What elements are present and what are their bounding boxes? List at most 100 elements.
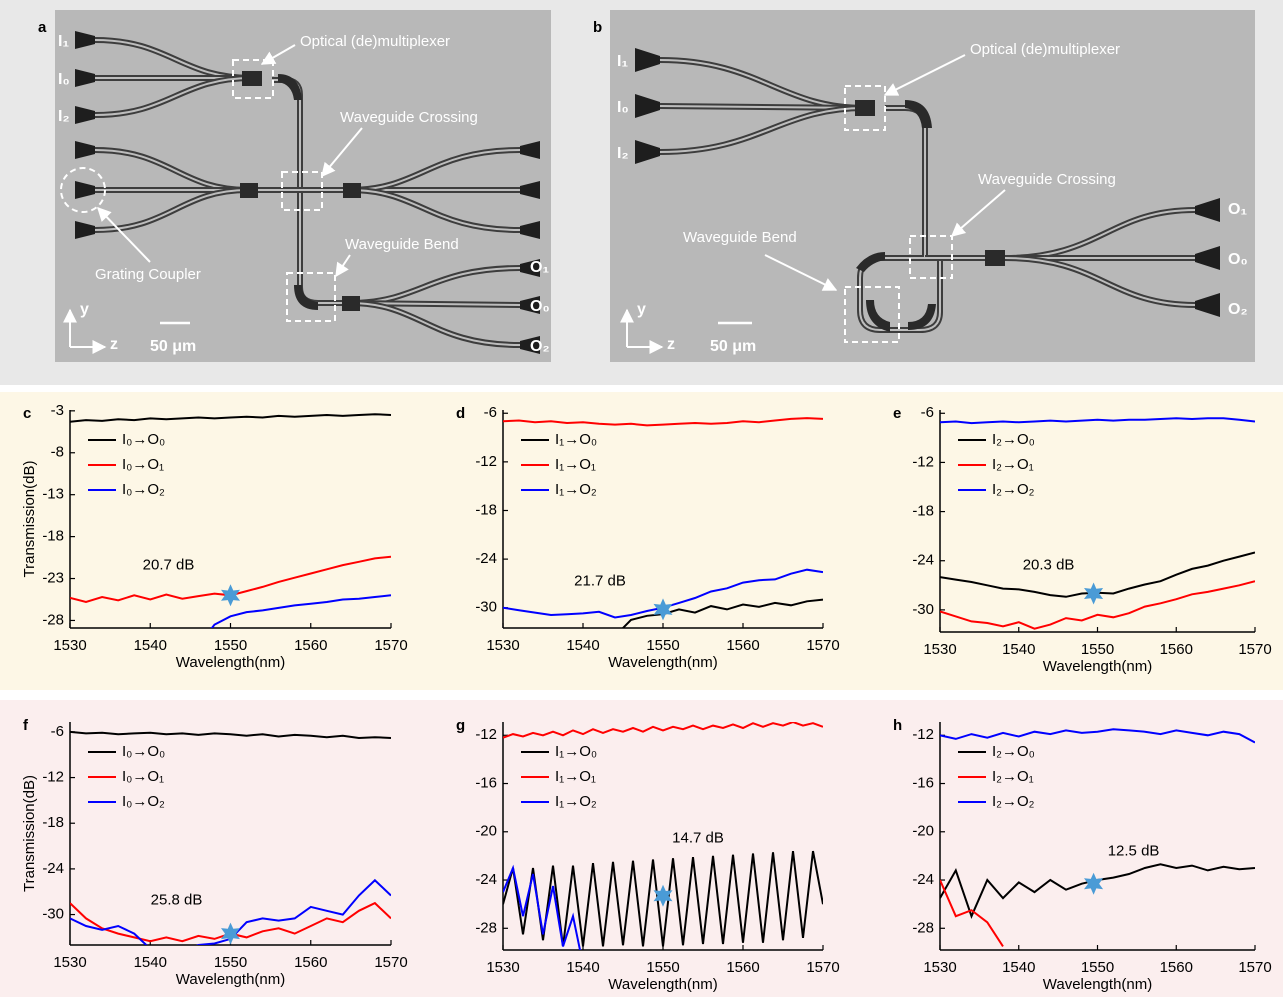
- x-axis-label: Wavelength(nm): [608, 654, 717, 671]
- y-tick-label: -20: [475, 823, 497, 840]
- legend-label: I₀→O₀: [122, 431, 165, 448]
- annotation: 20.7 dB: [143, 556, 195, 573]
- legend-label: I₀→O₀: [122, 743, 165, 760]
- y-tick-label: -24: [475, 550, 497, 567]
- legend-label: I₂→O₂: [992, 793, 1035, 810]
- x-axis-label: Wavelength(nm): [1043, 976, 1152, 993]
- y-axis-label: Transmission(dB): [21, 775, 38, 892]
- annotation: 14.7 dB: [672, 830, 724, 847]
- x-tick-label: 1550: [214, 954, 247, 971]
- port-label: I₂: [58, 108, 70, 125]
- x-tick-label: 1530: [486, 637, 519, 654]
- x-tick-label: 1560: [1160, 959, 1193, 976]
- x-axis-label: Wavelength(nm): [176, 654, 285, 671]
- x-tick-label: 1540: [566, 637, 599, 654]
- x-tick-label: 1560: [726, 637, 759, 654]
- legend-label: I₁→O₁: [555, 768, 596, 785]
- panel-label: c: [23, 405, 31, 422]
- x-tick-label: 1530: [53, 954, 86, 971]
- port-label: I₁: [617, 53, 628, 70]
- x-tick-label: 1560: [1160, 641, 1193, 658]
- legend-label: I₁→O₀: [555, 431, 597, 448]
- y-tick-label: -30: [475, 599, 497, 616]
- y-tick-label: -6: [921, 404, 934, 421]
- y-tick-label: -24: [912, 871, 934, 888]
- x-tick-label: 1530: [923, 641, 956, 658]
- port-label: O₂: [530, 338, 550, 355]
- x-tick-label: 1570: [374, 954, 407, 971]
- panel-label: b: [593, 19, 602, 36]
- x-tick-label: 1570: [1238, 959, 1271, 976]
- multiplexer: [240, 183, 258, 198]
- y-tick-label: -12: [912, 453, 934, 470]
- multiplexer: [985, 250, 1005, 266]
- annotation: Optical (de)multiplexer: [300, 33, 450, 50]
- annotation: 25.8 dB: [151, 892, 203, 909]
- multiplexer: [855, 100, 875, 116]
- x-tick-label: 1540: [566, 959, 599, 976]
- x-tick-label: 1540: [134, 954, 167, 971]
- y-tick-label: -24: [912, 552, 934, 569]
- y-tick-label: -28: [475, 919, 497, 936]
- annotation: Waveguide Bend: [345, 236, 459, 253]
- x-tick-label: 1550: [214, 637, 247, 654]
- port-label: O₁: [1228, 201, 1247, 218]
- y-tick-label: -8: [51, 444, 64, 461]
- axis-label: z: [110, 336, 118, 353]
- x-tick-label: 1530: [923, 959, 956, 976]
- legend-label: I₂→O₁: [992, 456, 1034, 473]
- y-tick-label: -12: [475, 726, 497, 743]
- y-tick-label: -30: [42, 906, 64, 923]
- port-label: I₁: [58, 33, 69, 50]
- panel-label: a: [38, 19, 47, 36]
- legend-label: I₀→O₂: [122, 481, 165, 498]
- axis-label: z: [667, 336, 675, 353]
- annotation: 21.7 dB: [574, 572, 626, 589]
- x-tick-label: 1540: [134, 637, 167, 654]
- x-tick-label: 1550: [1081, 641, 1114, 658]
- x-tick-label: 1570: [1238, 641, 1271, 658]
- x-tick-label: 1540: [1002, 959, 1035, 976]
- port-label: O₀: [1228, 251, 1248, 268]
- y-tick-label: -12: [912, 726, 934, 743]
- figure: a Optical (de)multiplexer Waveguide Cros…: [0, 0, 1283, 997]
- x-tick-label: 1560: [726, 959, 759, 976]
- x-axis-label: Wavelength(nm): [1043, 658, 1152, 675]
- y-tick-label: -28: [42, 611, 64, 628]
- legend-label: I₂→O₂: [992, 481, 1035, 498]
- annotation: 12.5 dB: [1108, 843, 1160, 860]
- port-label: I₀: [617, 99, 629, 116]
- legend-label: I₂→O₀: [992, 431, 1035, 448]
- y-tick-label: -13: [42, 486, 64, 503]
- annotation: Waveguide Bend: [683, 229, 797, 246]
- y-tick-label: -18: [475, 501, 497, 518]
- port-label: O₁: [530, 259, 549, 276]
- bottom-band: [0, 700, 1283, 997]
- annotation: Grating Coupler: [95, 266, 201, 283]
- x-tick-label: 1540: [1002, 641, 1035, 658]
- legend-label: I₁→O₁: [555, 456, 596, 473]
- axis-label: y: [80, 301, 89, 318]
- x-tick-label: 1560: [294, 637, 327, 654]
- legend-label: I₀→O₂: [122, 793, 165, 810]
- y-tick-label: -24: [475, 871, 497, 888]
- annotation: Waveguide Crossing: [340, 109, 478, 126]
- port-label: O₂: [1228, 301, 1248, 318]
- legend-label: I₁→O₂: [555, 481, 597, 498]
- y-tick-label: -12: [42, 769, 64, 786]
- y-tick-label: -24: [42, 860, 64, 877]
- annotation: 20.3 dB: [1023, 556, 1075, 573]
- y-tick-label: -20: [912, 823, 934, 840]
- x-tick-label: 1570: [806, 959, 839, 976]
- multiplexer: [342, 296, 360, 311]
- y-tick-label: -3: [51, 402, 64, 419]
- legend-label: I₀→O₁: [122, 456, 164, 473]
- axis-label: y: [637, 301, 646, 318]
- multiplexer: [343, 183, 361, 198]
- x-tick-label: 1570: [374, 637, 407, 654]
- legend-label: I₂→O₁: [992, 768, 1034, 785]
- panel-label: d: [456, 405, 465, 422]
- panel-label: g: [456, 717, 465, 734]
- scale-label: 50 μm: [710, 338, 756, 355]
- scale-label: 50 μm: [150, 338, 196, 355]
